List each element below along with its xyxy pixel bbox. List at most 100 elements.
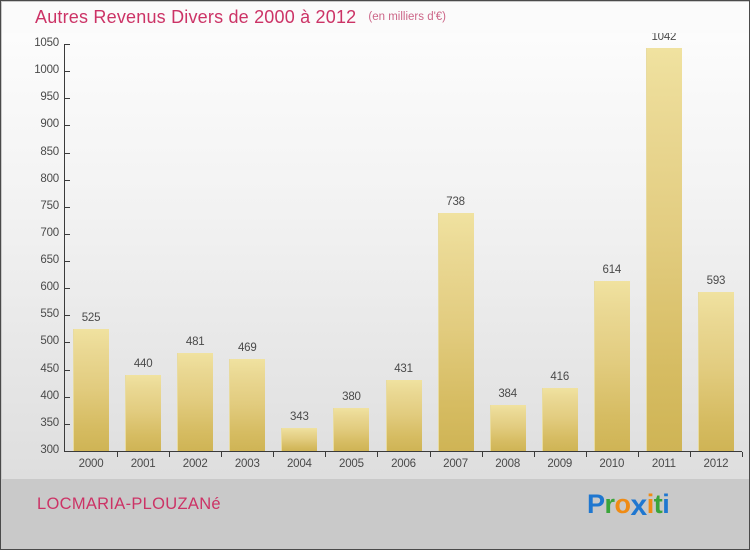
y-axis-tick [65, 288, 70, 290]
y-axis-tick [65, 396, 70, 398]
commune-label: LOCMARIA-PLOUZANé [37, 495, 221, 513]
bar-value-label: 1042 [651, 33, 677, 44]
y-axis-tick [65, 261, 70, 263]
logo-letter: x [630, 489, 648, 522]
logo-letter: P [587, 489, 605, 519]
bar-value-label: 343 [290, 410, 309, 423]
logo-letter: i [662, 489, 670, 519]
chart-units-subtitle: (en milliers d'€) [368, 11, 447, 23]
x-axis-line [64, 451, 742, 452]
bar-value-label: 384 [498, 388, 517, 401]
y-axis-tick [65, 206, 70, 208]
x-axis-tick-label: 2011 [651, 458, 676, 470]
y-axis-tick-label: 800 [40, 172, 59, 185]
x-axis-tick [430, 452, 431, 457]
bar[interactable] [437, 213, 474, 451]
bar[interactable] [593, 280, 630, 451]
y-axis-tick-label: 400 [40, 389, 59, 402]
y-axis-tick [65, 369, 70, 371]
chart-header: Autres Revenus Divers de 2000 à 2012 (en… [2, 2, 749, 33]
bar[interactable] [385, 379, 422, 451]
proxiti-logo[interactable]: Proxiti [587, 487, 670, 523]
x-axis-tick-label: 2012 [703, 458, 729, 470]
y-axis-tick [65, 98, 70, 100]
y-axis-tick [65, 71, 70, 73]
y-axis-tick-label: 950 [40, 91, 59, 104]
y-axis-tick-label: 750 [40, 199, 59, 212]
logo-letter: r [604, 489, 616, 519]
bar-value-label: 416 [550, 371, 570, 384]
bar[interactable] [645, 48, 682, 451]
x-axis-tick-label: 2008 [495, 458, 521, 470]
x-axis-tick-label: 2007 [443, 458, 468, 470]
bar[interactable] [125, 375, 162, 451]
x-axis-tick-label: 2003 [234, 458, 260, 470]
x-axis-tick [534, 452, 535, 457]
y-axis-tick-label: 350 [40, 416, 59, 429]
x-axis-tick [482, 452, 483, 457]
y-axis-tick [65, 44, 70, 45]
page-title: Autres Revenus Divers de 2000 à 2012 [35, 7, 357, 27]
bar-value-label: 469 [237, 342, 257, 355]
x-axis-tick-label: 2004 [286, 458, 312, 470]
bar[interactable] [229, 359, 266, 451]
y-axis-tick-label: 650 [40, 254, 59, 267]
logo-letter: i [646, 489, 655, 519]
x-axis-tick [221, 452, 222, 457]
y-axis-tick-label: 600 [40, 281, 59, 294]
x-axis-tick [273, 452, 274, 457]
y-axis-tick-label: 500 [40, 335, 59, 348]
y-axis-tick-label: 850 [40, 145, 59, 158]
x-axis-tick [690, 452, 691, 457]
y-axis-tick-label: 550 [40, 308, 59, 321]
y-axis-tick [65, 233, 70, 235]
logo-letter: o [614, 489, 632, 519]
bar-value-label: 440 [133, 358, 153, 371]
bar[interactable] [281, 427, 318, 451]
y-axis-line [64, 44, 65, 452]
x-axis-tick [169, 452, 170, 457]
bar[interactable] [333, 407, 370, 451]
x-axis-tick-label: 2001 [130, 458, 156, 470]
x-axis-tick-label: 2000 [78, 458, 104, 470]
x-axis-tick [377, 452, 378, 457]
x-axis-tick [742, 452, 743, 457]
y-axis-tick-label: 900 [40, 118, 59, 131]
bar-value-label: 380 [342, 390, 361, 403]
bar-value-label: 431 [394, 362, 413, 375]
bar[interactable] [489, 405, 526, 451]
bar-value-label: 481 [185, 335, 205, 348]
y-axis-tick-label: 300 [40, 444, 59, 456]
bar[interactable] [541, 388, 578, 451]
y-axis-tick-label: 450 [40, 362, 59, 375]
bar[interactable] [697, 291, 734, 451]
x-axis-tick [117, 452, 118, 457]
y-axis-tick [65, 125, 70, 127]
x-axis-tick-label: 2009 [547, 458, 573, 470]
x-axis-tick-label: 2005 [339, 458, 364, 470]
x-axis-tick-label: 2006 [391, 458, 416, 470]
logo-letter: t [653, 489, 663, 519]
y-axis-tick [65, 315, 70, 317]
y-axis-tick [65, 152, 70, 154]
y-axis-tick [65, 342, 70, 344]
bar-value-label: 525 [81, 311, 101, 324]
x-axis-tick-label: 2002 [182, 458, 208, 470]
y-axis-tick [65, 451, 70, 452]
x-axis-tick-label: 2010 [599, 458, 625, 470]
y-axis-tick-label: 1000 [34, 64, 59, 77]
plot-area: 300 350 400 450 500 550 600 650 700 750 800 850 900 9… [2, 33, 749, 479]
bar-value-label: 614 [602, 263, 622, 276]
x-axis-tick [586, 452, 587, 457]
bar-value-label: 738 [446, 196, 465, 209]
chart-footer: LOCMARIA-PLOUZANé Proxiti [2, 479, 749, 549]
bar[interactable] [73, 328, 110, 451]
x-axis-tick [325, 452, 326, 457]
y-axis-tick-label: 700 [40, 226, 59, 239]
bar[interactable] [177, 352, 214, 451]
bar-value-label: 593 [706, 274, 726, 287]
y-axis-tick [65, 423, 70, 425]
y-axis-tick-label: 1050 [34, 37, 59, 49]
x-axis-tick [638, 452, 639, 457]
